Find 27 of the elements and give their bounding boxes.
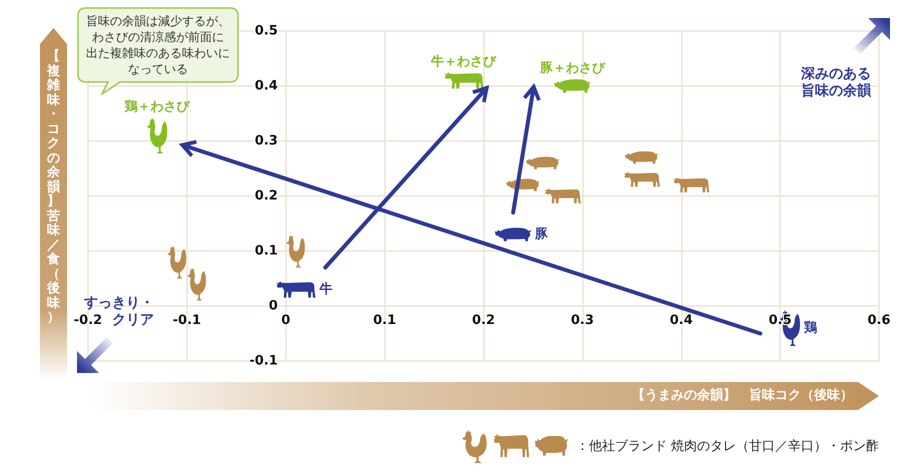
x-tick-label: 0.2 xyxy=(472,313,496,328)
series-label: 豚 xyxy=(534,227,550,242)
series-label: 豚＋わさび xyxy=(538,61,606,76)
y-tick-label: -0.1 xyxy=(249,354,278,368)
y-tick-label: 0.2 xyxy=(254,188,278,204)
y-tick-label: 0.4 xyxy=(254,78,278,94)
x-tick-label: 0.6 xyxy=(867,313,891,328)
legend-label: ：他社ブランド 焼肉のタレ（甘口／辛口）・ポン酢 xyxy=(576,438,879,455)
x-tick-label: 0.4 xyxy=(670,313,693,328)
x-tick-label: 0.3 xyxy=(570,313,594,328)
annotation: 旨味の余韻は減少するが、わさびの清涼感が前面に出た複雑味のある味わいになっている xyxy=(85,13,231,77)
point xyxy=(522,83,541,101)
series-label: 鶏＋わさび xyxy=(124,100,191,114)
y-tick-label: 0.5 xyxy=(254,24,278,38)
series-label: 牛 xyxy=(318,282,332,297)
y-tick-label: 0 xyxy=(268,298,278,314)
x-tick-label: 0.1 xyxy=(373,313,396,328)
y-tick-label: 0.1 xyxy=(254,244,278,258)
x-tick-label: -0.1 xyxy=(172,313,202,328)
y-tick-label: 0.3 xyxy=(254,134,278,148)
annotation: 深みのある旨味の余韻 xyxy=(800,66,871,100)
text: 【複雑味・コクの余韻】苦味／食（後味） xyxy=(47,49,60,325)
x-tick-label: -0.2 xyxy=(74,313,102,328)
x-tick-label: 0 xyxy=(281,313,290,328)
series-label: 牛＋わさび xyxy=(430,54,498,70)
x-axis-title: 【うまみの余韻】 旨味コク（後味） xyxy=(632,386,853,405)
series-label: 鶏 xyxy=(803,320,818,336)
